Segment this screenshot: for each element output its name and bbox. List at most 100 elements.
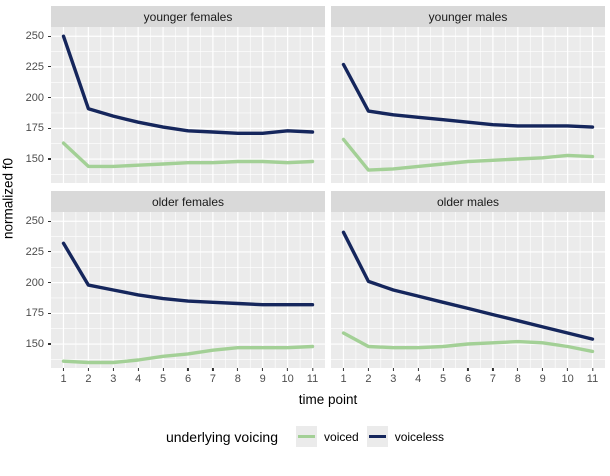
x-tick-mark bbox=[567, 368, 569, 371]
y-tick-mark bbox=[48, 35, 51, 37]
x-tick-label: 9 bbox=[540, 368, 546, 385]
y-tick-mark bbox=[48, 343, 51, 345]
x-tick-label: 7 bbox=[210, 368, 216, 385]
x-tick-mark bbox=[311, 368, 314, 371]
y-tick-label: 200 bbox=[26, 91, 51, 105]
y-tick-label: 150 bbox=[26, 152, 51, 166]
facet-older-females: older females bbox=[51, 191, 325, 368]
x-tick-mark bbox=[517, 368, 519, 371]
x-tick-mark bbox=[392, 368, 394, 371]
x-tick-label: 7 bbox=[490, 368, 496, 385]
x-tick-mark bbox=[591, 368, 594, 371]
y-tick-mark bbox=[48, 220, 51, 222]
x-tick-mark bbox=[342, 368, 345, 371]
line-voiced bbox=[341, 137, 595, 172]
facet-younger-males: younger males bbox=[331, 6, 605, 183]
legend-label-voiceless: voiceless bbox=[394, 429, 445, 444]
y-tick-mark bbox=[48, 251, 51, 253]
x-tick-mark bbox=[417, 368, 419, 371]
x-tick-label: 5 bbox=[440, 368, 446, 385]
y-tick-mark bbox=[48, 312, 51, 314]
y-tick-label: 200 bbox=[26, 276, 51, 290]
x-tick-label: 9 bbox=[260, 368, 266, 385]
x-tick-label: 3 bbox=[390, 368, 396, 385]
x-tick-label: 3 bbox=[110, 368, 116, 385]
y-tick-label: 250 bbox=[26, 29, 51, 43]
x-tick-label: 5 bbox=[160, 368, 166, 385]
x-tick-label: 2 bbox=[365, 368, 371, 385]
x-tick-mark bbox=[162, 368, 164, 371]
legend-key-voiced: voiced bbox=[296, 426, 359, 447]
x-tick-mark bbox=[442, 368, 444, 371]
legend: underlying voicing voiced voiceless bbox=[0, 426, 610, 447]
line-voiceless bbox=[61, 34, 315, 136]
plot-area-older-females bbox=[51, 212, 325, 368]
x-tick-label: 4 bbox=[415, 368, 421, 385]
line-voiced bbox=[341, 331, 595, 354]
x-tick-label: 10 bbox=[561, 368, 574, 385]
x-tick-label: 8 bbox=[235, 368, 241, 385]
x-tick-mark bbox=[542, 368, 544, 371]
chart-body: normalized f0 150 175 200 225 250 younger fe… bbox=[0, 6, 610, 410]
x-tick-label: 11 bbox=[307, 368, 318, 385]
line-voiced bbox=[61, 344, 315, 365]
legend-title: underlying voicing bbox=[165, 428, 279, 445]
y-tick-mark bbox=[48, 66, 51, 68]
x-tick-label: 1 bbox=[340, 368, 347, 385]
plot-area-older-males bbox=[331, 212, 605, 368]
x-axis-ticks-right: 1 2 3 4 5 6 7 8 9 10 11 bbox=[331, 368, 605, 390]
x-tick-mark bbox=[237, 368, 239, 371]
y-axis-title: normalized f0 bbox=[0, 157, 16, 239]
line-voiced bbox=[61, 141, 315, 169]
x-tick-label: 6 bbox=[465, 368, 471, 385]
facet-strip-younger-males: younger males bbox=[331, 6, 605, 27]
x-tick-mark bbox=[287, 368, 289, 371]
x-tick-mark bbox=[467, 368, 469, 371]
facet-strip-older-females: older females bbox=[51, 191, 325, 212]
facet-strip-older-males: older males bbox=[331, 191, 605, 212]
panels-grid: 150 175 200 225 250 younger females younger … bbox=[16, 6, 605, 410]
voiced-line-swatch-icon bbox=[298, 434, 316, 439]
y-tick-label: 250 bbox=[26, 214, 51, 228]
legend-swatch-box-voiced bbox=[296, 426, 318, 447]
y-tick-label: 225 bbox=[26, 60, 51, 74]
x-tick-mark bbox=[262, 368, 264, 371]
legend-label-voiced: voiced bbox=[324, 429, 359, 444]
x-tick-label: 8 bbox=[515, 368, 521, 385]
voiceless-line-swatch-icon bbox=[368, 434, 386, 439]
x-tick-label: 1 bbox=[60, 368, 67, 385]
x-tick-label: 4 bbox=[135, 368, 141, 385]
facet-strip-younger-females: younger females bbox=[51, 6, 325, 27]
y-tick-mark bbox=[48, 127, 51, 129]
plot-area-younger-males bbox=[331, 27, 605, 183]
line-voiceless bbox=[341, 230, 595, 341]
x-tick-mark bbox=[367, 368, 369, 371]
line-voiceless bbox=[61, 241, 315, 307]
y-tick-label: 175 bbox=[26, 121, 51, 135]
y-tick-label: 150 bbox=[26, 337, 51, 351]
y-tick-label: 225 bbox=[26, 245, 51, 259]
y-tick-mark bbox=[48, 97, 51, 99]
x-tick-label: 6 bbox=[185, 368, 191, 385]
x-tick-mark bbox=[62, 368, 65, 371]
y-tick-mark bbox=[48, 158, 51, 160]
x-tick-mark bbox=[137, 368, 139, 371]
x-tick-mark bbox=[212, 368, 214, 371]
legend-key-voiceless: voiceless bbox=[366, 426, 445, 447]
facet-younger-females: younger females bbox=[51, 6, 325, 183]
line-voiceless bbox=[341, 62, 595, 129]
x-axis-ticks-left: 1 2 3 4 5 6 7 8 9 10 11 bbox=[51, 368, 325, 390]
y-axis-ticks-bottom-row: 150 175 200 225 250 bbox=[16, 191, 51, 368]
y-axis-ticks-top-row: 150 175 200 225 250 bbox=[16, 6, 51, 183]
x-tick-mark bbox=[492, 368, 494, 371]
legend-swatch-box-voiceless bbox=[366, 426, 388, 447]
x-tick-mark bbox=[187, 368, 189, 371]
x-tick-mark bbox=[112, 368, 114, 371]
x-axis-title: time point bbox=[298, 392, 358, 407]
facet-older-males: older males bbox=[331, 191, 605, 368]
x-tick-label: 10 bbox=[281, 368, 294, 385]
x-tick-label: 11 bbox=[587, 368, 598, 385]
plot-area-younger-females bbox=[51, 27, 325, 183]
x-tick-mark bbox=[87, 368, 89, 371]
